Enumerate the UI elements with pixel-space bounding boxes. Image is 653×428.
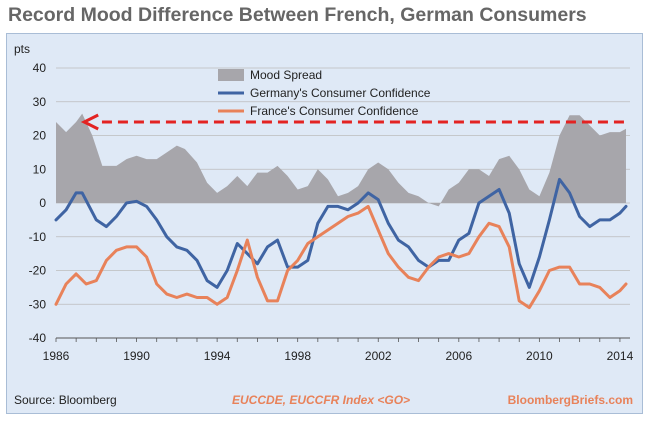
footer-index: EUCCDE, EUCCFR Index <GO> [232, 393, 410, 407]
y-tick-label: -30 [29, 297, 47, 311]
x-tick-label: 2010 [526, 349, 553, 363]
x-tick-label: 1990 [123, 349, 150, 363]
x-tick-label: 2014 [607, 349, 634, 363]
y-tick-label: 0 [39, 196, 46, 210]
chart-panel [6, 33, 643, 414]
x-tick-label: 2006 [445, 349, 472, 363]
chart-title: Record Mood Difference Between French, G… [8, 4, 587, 26]
legend-swatch-mood-spread [218, 69, 244, 81]
x-tick-label: 1994 [204, 349, 231, 363]
y-tick-label: -40 [29, 331, 47, 345]
y-tick-label: 10 [33, 162, 47, 176]
footer-brand: BloombergBriefs.com [508, 393, 633, 407]
series-line-france [54, 204, 628, 310]
y-axis-label: pts [14, 42, 30, 56]
legend-label: Mood Spread [250, 68, 322, 82]
y-tick-label: 40 [33, 61, 47, 75]
legend-label: France's Consumer Confidence [250, 104, 419, 118]
series-line-germany [54, 177, 628, 289]
y-tick-label: 30 [33, 95, 47, 109]
y-tick-label: 20 [33, 129, 47, 143]
x-tick-label: 1986 [43, 349, 70, 363]
series-area-mood-spread [56, 113, 626, 207]
y-tick-label: -20 [29, 264, 47, 278]
x-tick-label: 1998 [284, 349, 311, 363]
footer-source: Source: Bloomberg [14, 393, 117, 407]
legend-label: Germany's Consumer Confidence [250, 86, 431, 100]
y-tick-label: -10 [29, 230, 47, 244]
annotation-arrowhead [80, 113, 99, 131]
footer: Source: Bloomberg EUCCDE, EUCCFR Index <… [14, 393, 633, 407]
chart-marks [54, 113, 628, 310]
x-tick-label: 2002 [365, 349, 392, 363]
legend: Mood Spread Germany's Consumer Confidence… [218, 68, 431, 118]
